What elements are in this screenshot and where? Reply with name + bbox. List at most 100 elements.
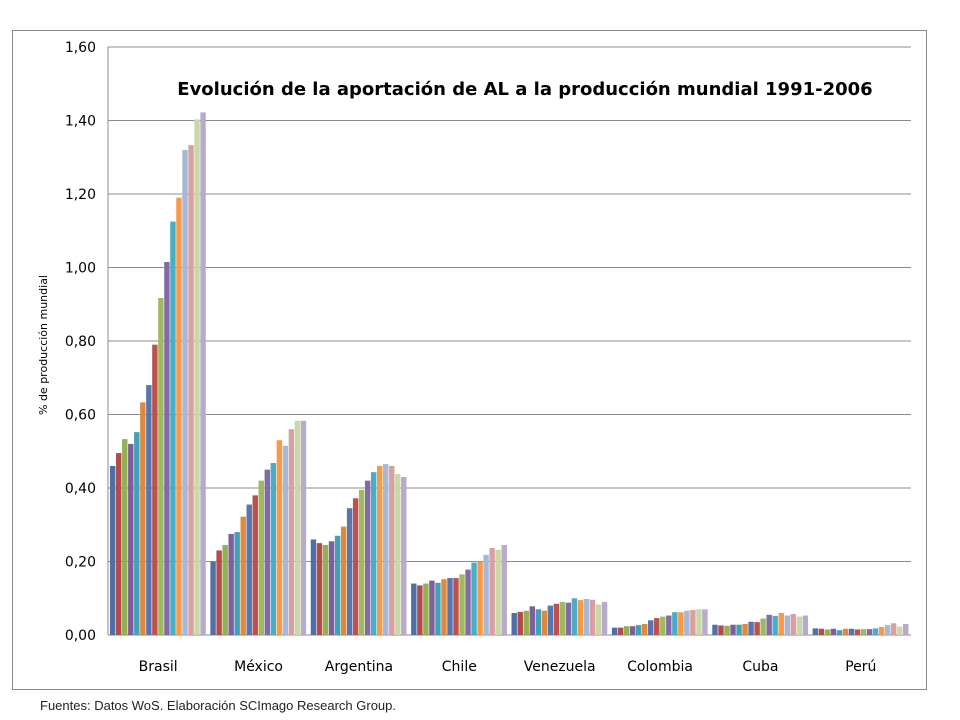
bar (511, 612, 517, 635)
bar (690, 610, 696, 635)
bar (902, 623, 909, 635)
bar (401, 476, 407, 635)
bar (772, 615, 778, 635)
y-tick-label: 1,60 (65, 40, 96, 56)
bar (334, 535, 341, 635)
bar (122, 439, 128, 635)
chart-title: Evolución de la aportación de AL a la pr… (177, 79, 872, 100)
bar (435, 582, 441, 635)
bar (246, 504, 252, 635)
bar (589, 599, 596, 635)
bar (322, 544, 329, 635)
bar (216, 550, 222, 635)
bar (660, 616, 666, 635)
bar (583, 598, 590, 635)
bar (110, 465, 116, 635)
bar (300, 420, 307, 635)
bars (110, 112, 909, 636)
bar (617, 627, 624, 635)
bar (848, 628, 855, 635)
x-category-label: Chile (442, 659, 477, 675)
bar (222, 544, 228, 635)
bar (601, 601, 608, 635)
bar (465, 569, 471, 635)
bar (158, 298, 164, 635)
bar (489, 547, 495, 635)
bar (812, 628, 819, 635)
x-category-label: Perú (845, 659, 876, 675)
bar (270, 463, 277, 635)
y-tick-label: 1,00 (65, 261, 96, 277)
bar (623, 626, 630, 635)
bar (641, 623, 648, 635)
y-axis-ticks: 0,00 0,20 0,40 0,60 0,80 1,00 1,20 1,40 1,60 (65, 40, 96, 644)
bar (712, 624, 718, 635)
bar (370, 472, 377, 635)
bar (724, 625, 730, 635)
bar (310, 539, 317, 635)
bar (654, 618, 660, 635)
bar (423, 583, 429, 635)
y-tick-label: 0,40 (65, 481, 96, 497)
bar (495, 549, 501, 635)
bar (352, 498, 359, 635)
bar (471, 562, 477, 635)
bar (860, 629, 867, 635)
bar (736, 624, 742, 635)
y-tick-label: 0,00 (65, 628, 96, 644)
bar (140, 402, 146, 635)
y-tick-label: 1,40 (65, 114, 96, 130)
source-note: Fuentes: Datos WoS. Elaboración SCImago … (40, 698, 396, 713)
bar (790, 614, 796, 635)
y-axis-label: % de producción mundial (37, 275, 50, 415)
y-tick-label: 0,80 (65, 334, 96, 350)
bar (517, 611, 523, 635)
bar (116, 453, 122, 635)
bar (760, 618, 766, 635)
bar (529, 606, 535, 635)
bar (535, 609, 542, 635)
bar (316, 543, 323, 635)
bar (629, 626, 636, 635)
bar (383, 464, 389, 635)
bar (854, 629, 861, 635)
bar (547, 605, 554, 635)
bar (447, 578, 453, 635)
bar (477, 561, 483, 635)
bar (276, 440, 283, 635)
bar (890, 623, 897, 635)
bar (364, 480, 371, 635)
bar (294, 420, 301, 635)
x-category-label: Argentina (325, 659, 393, 675)
bar (818, 628, 825, 635)
bar (170, 221, 176, 635)
bar (453, 578, 459, 635)
bar (176, 197, 182, 636)
bar (389, 465, 395, 635)
bar (128, 443, 134, 635)
bar (754, 622, 760, 635)
bar (648, 620, 654, 635)
bar (842, 628, 849, 635)
bar (194, 119, 200, 635)
bar (417, 585, 423, 635)
x-category-label: Colombia (627, 659, 693, 675)
bar-chart: 0,00 0,20 0,40 0,60 0,80 1,00 1,20 1,40 1,60 Bra… (37, 40, 911, 675)
bar (395, 474, 401, 635)
bar (429, 580, 435, 635)
bar (541, 610, 548, 635)
bar (523, 610, 529, 635)
bar (483, 554, 489, 635)
bar (240, 516, 246, 635)
bar (866, 629, 873, 635)
x-category-label: Brasil (139, 659, 178, 675)
bar (878, 626, 885, 635)
bar (666, 615, 672, 635)
bar (678, 612, 684, 635)
bar (778, 612, 784, 635)
bar (595, 604, 602, 635)
bar (702, 609, 708, 635)
bar (188, 145, 194, 635)
x-axis-categories: Brasil México Argentina Chile Venezuela Colom… (139, 659, 877, 675)
bar (784, 615, 790, 635)
